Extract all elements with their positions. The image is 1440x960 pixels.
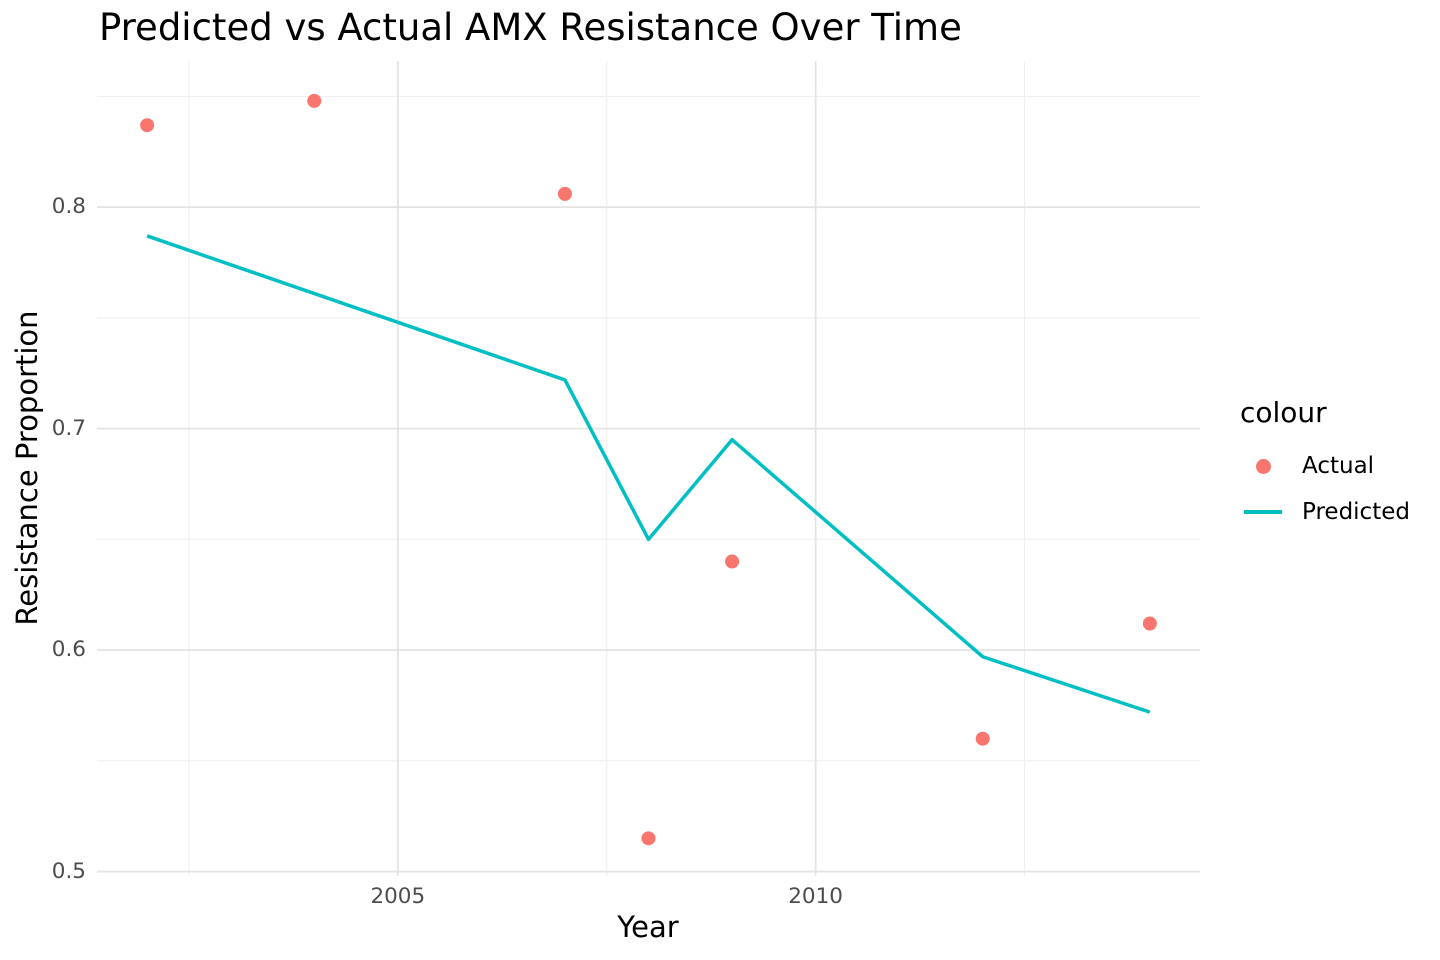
- y-tick-label: 0.6: [51, 637, 86, 663]
- legend-predicted-glyph-line-icon: [1244, 510, 1282, 514]
- y-tick-label: 0.8: [51, 194, 86, 220]
- chart-title: Predicted vs Actual AMX Resistance Over …: [99, 6, 962, 49]
- x-tick-label: 2005: [370, 884, 426, 909]
- actual-point: [140, 118, 155, 133]
- legend-actual-glyph-point-icon: [1256, 459, 1271, 474]
- actual-point: [725, 554, 740, 569]
- x-tick-label: 2010: [788, 884, 843, 909]
- legend-label-actual: Actual: [1302, 453, 1375, 479]
- actual-point: [557, 186, 572, 201]
- legend-label-predicted: Predicted: [1302, 499, 1410, 525]
- actual-point: [1142, 616, 1157, 631]
- y-tick-label: 0.5: [51, 858, 86, 884]
- actual-point: [641, 831, 656, 846]
- y-tick-label: 0.7: [51, 415, 86, 441]
- x-axis-title: Year: [617, 910, 679, 944]
- actual-point: [975, 731, 990, 746]
- predicted-line: [146, 234, 1151, 714]
- y-axis-title: Resistance Proportion: [10, 310, 44, 626]
- actual-point: [307, 93, 322, 108]
- legend-title: colour: [1240, 396, 1327, 429]
